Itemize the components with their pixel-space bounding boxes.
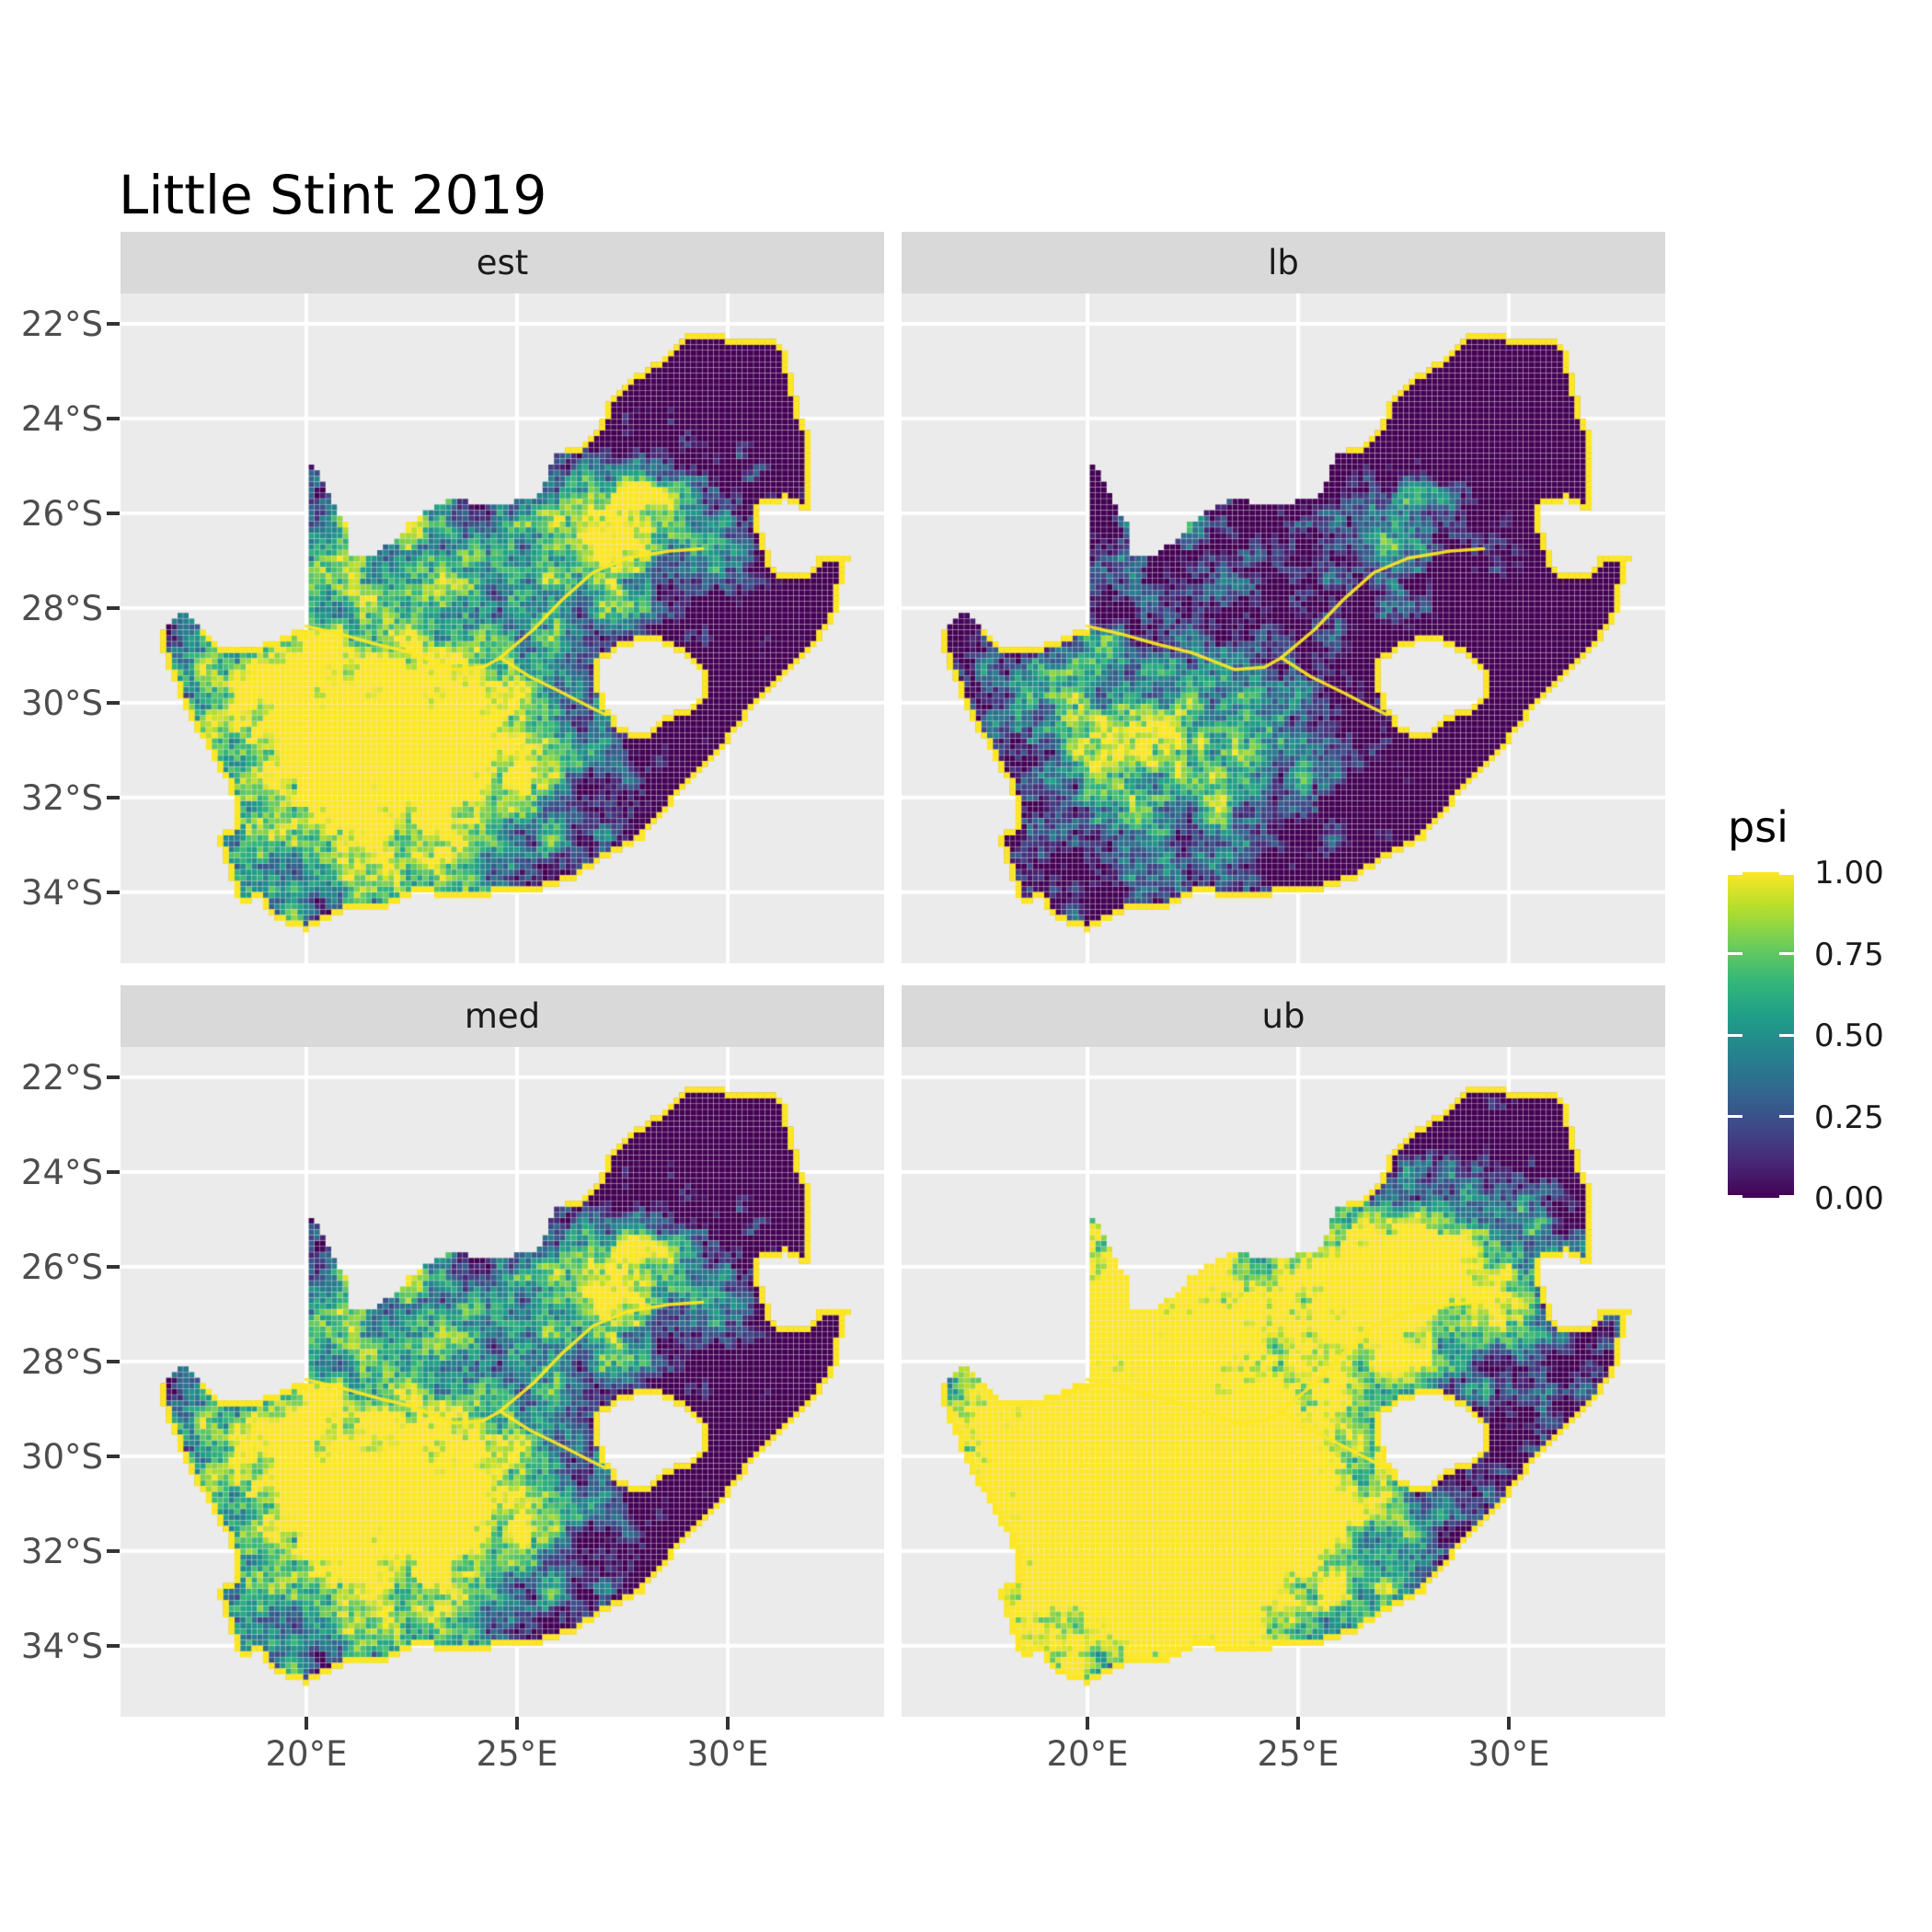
map-canvas-med: [121, 1047, 884, 1717]
y-axis-tick-mark: [107, 416, 120, 420]
y-axis-tick-mark: [107, 1643, 120, 1648]
facet-strip-label-lb: lb: [1268, 243, 1299, 282]
y-tick-label: 32°S: [20, 1531, 103, 1571]
map-canvas-est: [121, 293, 884, 963]
x-tick-label: 25°E: [1257, 1734, 1340, 1774]
facet-strip-lb: lb: [902, 232, 1665, 293]
y-tick-label: 22°S: [20, 1057, 103, 1098]
y-tick-label: 32°S: [20, 777, 103, 818]
facet-strip-label-est: est: [476, 243, 529, 282]
x-tick-label: 25°E: [476, 1734, 558, 1774]
y-axis-tick-mark: [107, 1359, 120, 1363]
legend-tick-label: 0.75: [1814, 936, 1884, 973]
y-axis-tick-mark: [107, 890, 120, 894]
y-axis-tick-mark: [107, 1264, 120, 1269]
x-axis-tick-mark: [726, 1717, 730, 1730]
legend-tick-mark: [1728, 1115, 1742, 1118]
facet-strip-label-med: med: [464, 996, 541, 1036]
legend-tick-mark: [1728, 872, 1742, 875]
y-tick-label: 26°S: [20, 493, 103, 534]
x-tick-label: 30°E: [686, 1734, 769, 1774]
legend-tick-mark: [1728, 1195, 1742, 1198]
y-axis-tick-mark: [107, 605, 120, 610]
y-axis-tick-mark: [107, 321, 120, 326]
legend-tick-mark: [1779, 1195, 1794, 1198]
y-axis-tick-mark: [107, 795, 120, 799]
legend-tick-mark: [1779, 1115, 1794, 1118]
y-axis-tick-mark: [107, 1454, 120, 1458]
y-tick-label: 34°S: [20, 1626, 103, 1666]
x-axis-tick-mark: [515, 1717, 520, 1730]
y-axis-tick-mark: [107, 700, 120, 705]
legend-tick-mark: [1728, 1033, 1742, 1037]
y-axis-tick-mark: [107, 1169, 120, 1174]
legend-tick-mark: [1779, 1033, 1794, 1037]
x-axis-tick-mark: [1086, 1717, 1089, 1730]
y-tick-label: 34°S: [20, 872, 103, 913]
y-tick-label: 28°S: [20, 588, 103, 628]
x-tick-label: 20°E: [1046, 1734, 1129, 1774]
x-axis-tick-mark: [305, 1717, 308, 1730]
y-tick-label: 24°S: [20, 1152, 103, 1192]
y-tick-label: 26°S: [20, 1247, 103, 1287]
legend-title: psi: [1728, 802, 1788, 852]
x-axis-tick-mark: [1507, 1717, 1512, 1730]
y-tick-label: 30°S: [20, 683, 103, 723]
legend-tick-mark: [1728, 952, 1742, 955]
x-tick-label: 30°E: [1467, 1734, 1550, 1774]
legend-tick-mark: [1779, 952, 1794, 955]
legend-tick-mark: [1779, 872, 1794, 875]
y-axis-tick-mark: [107, 1548, 120, 1553]
legend-tick-label: 0.50: [1814, 1018, 1884, 1054]
y-tick-label: 28°S: [20, 1341, 103, 1382]
facet-strip-est: est: [121, 232, 884, 293]
y-tick-label: 30°S: [20, 1436, 103, 1477]
facet-strip-label-ub: ub: [1261, 996, 1305, 1036]
legend-tick-label: 0.25: [1814, 1098, 1884, 1136]
facet-strip-med: med: [121, 985, 884, 1047]
x-tick-label: 20°E: [265, 1734, 348, 1774]
map-canvas-ub: [902, 1047, 1665, 1717]
legend-tick-label: 1.00: [1814, 855, 1884, 891]
facet-strip-ub: ub: [902, 985, 1665, 1047]
y-tick-label: 24°S: [20, 398, 103, 439]
y-axis-tick-mark: [107, 1075, 120, 1079]
y-tick-label: 22°S: [20, 304, 103, 344]
plot-title: Little Stint 2019: [119, 164, 547, 226]
legend-tick-label: 0.00: [1814, 1180, 1884, 1217]
map-canvas-lb: [902, 293, 1665, 963]
x-axis-tick-mark: [1296, 1717, 1301, 1730]
y-axis-tick-mark: [107, 511, 120, 515]
